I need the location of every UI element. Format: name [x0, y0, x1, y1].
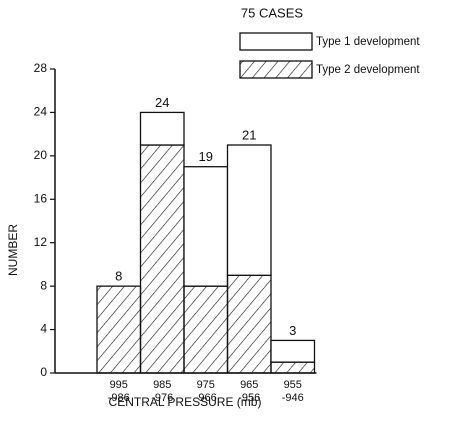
x-tick-label: 965 [240, 379, 258, 391]
legend-swatch [239, 60, 313, 79]
y-tick-label: 16 [34, 191, 48, 205]
bar-segment [183, 166, 229, 287]
x-tick-label: 955 [284, 379, 302, 391]
y-tick-label: 0 [40, 365, 47, 379]
bar-segment [226, 274, 272, 374]
data-label: 19 [199, 149, 213, 164]
bar-segment [270, 339, 316, 363]
x-tick-label: 995 [110, 379, 128, 391]
y-tick-label: 24 [34, 105, 48, 119]
x-tick-label: -986 [108, 392, 130, 404]
bar-segment [139, 144, 185, 374]
y-axis-label: NUMBER [6, 224, 20, 276]
x-tick-label: -956 [238, 392, 260, 404]
bar-segment [139, 111, 185, 146]
x-tick-label: 985 [153, 379, 171, 391]
legend-swatch [239, 32, 313, 51]
data-label: 24 [155, 95, 169, 110]
y-tick-label: 4 [40, 322, 47, 336]
y-tick-label: 28 [34, 61, 48, 75]
bar-segment [226, 144, 272, 276]
x-tick-label: 975 [197, 379, 215, 391]
x-tick-label: -946 [282, 392, 304, 404]
y-tick-label: 20 [34, 148, 48, 162]
y-tick-label: 8 [40, 278, 47, 292]
legend-label: Type 1 development [316, 36, 420, 48]
bar-segment [96, 285, 142, 374]
y-tick-label: 12 [34, 235, 48, 249]
data-label: 8 [115, 269, 122, 284]
x-tick-label: -976 [151, 392, 173, 404]
bar-segment [183, 285, 229, 374]
data-label: 21 [242, 127, 256, 142]
data-label: 3 [289, 323, 296, 338]
legend-label: Type 2 development [316, 64, 420, 76]
bar-segment [270, 361, 316, 374]
x-axis-label: CENTRAL PRESSURE (mb) [109, 395, 262, 409]
x-tick-label: -966 [195, 392, 217, 404]
chart-title: 75 CASES [241, 5, 303, 20]
